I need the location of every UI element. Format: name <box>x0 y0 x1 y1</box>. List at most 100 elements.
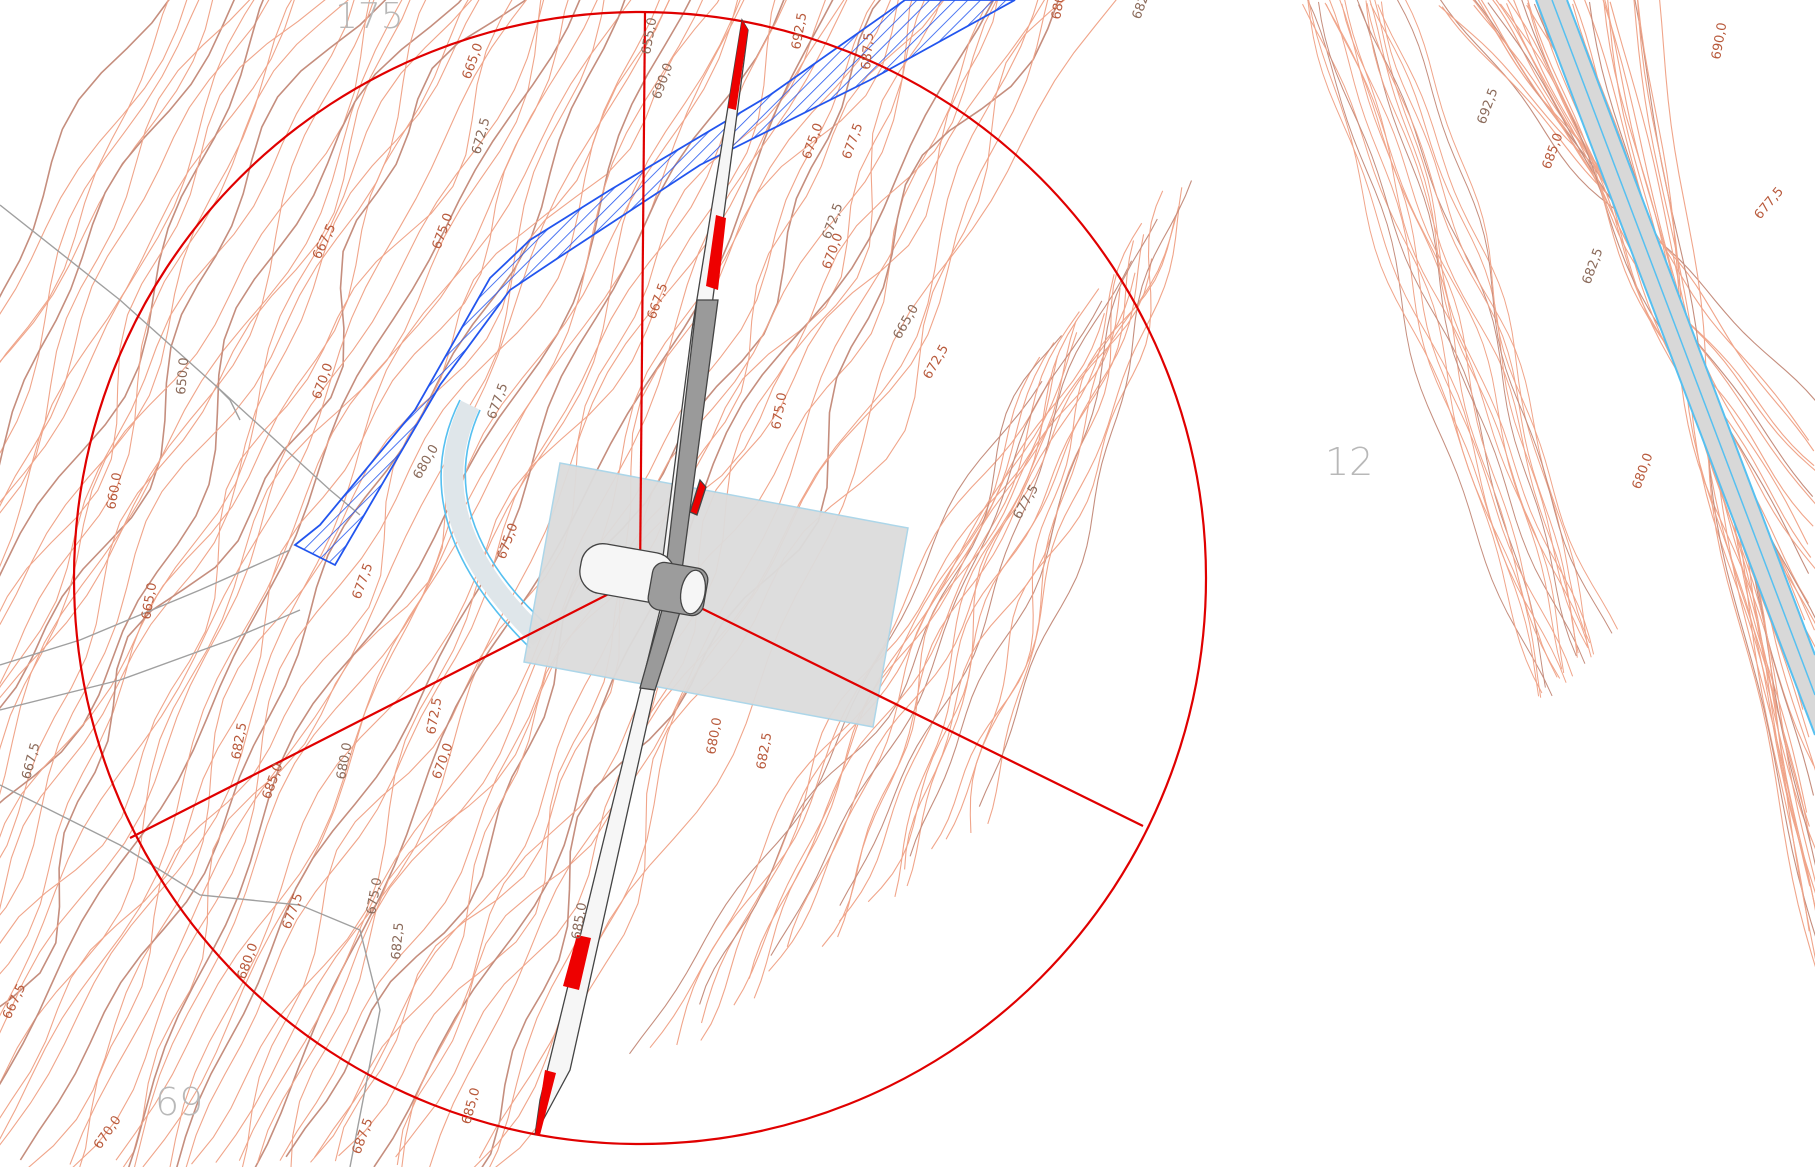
contour-line <box>0 0 326 613</box>
contour-elevation-label: 675,0 <box>769 391 790 430</box>
contour-elevation-label: 660,0 <box>104 471 125 510</box>
contour-elevation-label: 682,5 <box>229 721 250 760</box>
contour-elevation-label: 650,0 <box>174 357 192 395</box>
contour-line <box>906 234 1145 887</box>
crane-platform <box>523 462 909 728</box>
contour-line <box>1604 0 1815 850</box>
contour-line <box>215 0 845 1163</box>
contour-line <box>1356 0 1586 664</box>
contour-line <box>1344 0 1565 673</box>
contour-line <box>0 0 251 514</box>
rotor-swept-area <box>72 10 1208 1146</box>
contour-line <box>699 335 1063 1005</box>
contour-elevation-label: 680,0 <box>1049 0 1070 21</box>
contour-elevation-label: 682,5 <box>1130 0 1157 21</box>
contour-line <box>1358 4 1577 657</box>
contour-line <box>904 222 1143 870</box>
contour-elevation-label: 675,0 <box>364 876 385 915</box>
contour-line <box>0 0 411 859</box>
contour-line <box>987 187 1183 825</box>
contour-line <box>0 0 375 699</box>
contour-line <box>0 0 265 577</box>
contour-line <box>72 0 661 1167</box>
contour-line <box>0 0 293 626</box>
contour-line <box>1369 3 1589 649</box>
contour-line <box>0 0 387 710</box>
contour-line <box>0 0 270 507</box>
contour-elevation-label: 692,5 <box>789 11 810 50</box>
contour-elevation-label: 680,0 <box>1630 451 1657 491</box>
contour-line <box>786 288 1100 947</box>
contour-elevation-label: 675,0 <box>800 121 827 161</box>
contour-line <box>0 0 581 1086</box>
contour-line <box>768 313 1105 972</box>
contour-line <box>0 0 480 910</box>
contour-line <box>1307 0 1540 697</box>
contour-elevation-label: 680,0 <box>235 941 262 981</box>
contour-elevation-label: 677,5 <box>485 381 512 421</box>
contour-line <box>0 0 463 804</box>
contour-line <box>1405 0 1619 630</box>
parcel-boundaries <box>0 204 381 1167</box>
contour-line <box>945 206 1180 840</box>
contour-elevation-label: 667,5 <box>19 741 43 781</box>
highway <box>1535 0 1815 736</box>
contour-line <box>733 332 1078 1006</box>
contour-line <box>0 0 200 454</box>
access-road-curve <box>440 399 551 649</box>
contour-line <box>1302 3 1543 694</box>
contour-elevation-label: 672,5 <box>920 342 952 382</box>
contour-line <box>1477 0 1815 471</box>
contour-line <box>1369 0 1592 658</box>
contour-elevation-label: 690,0 <box>1709 21 1730 60</box>
contour-line <box>122 0 720 1167</box>
contour-elevation-label: 665,0 <box>460 41 487 81</box>
contour-line <box>0 0 598 1140</box>
contour-elevation-label: 687,5 <box>350 1116 377 1156</box>
contour-elevation-label: 675,0 <box>430 211 457 251</box>
contour-line <box>839 260 1133 906</box>
contour-line <box>1325 3 1558 678</box>
contour-line <box>0 0 473 838</box>
contour-elevation-label: 655,0 <box>639 16 660 55</box>
contour-line <box>629 380 1043 1055</box>
contour-elevation-label: 682,5 <box>754 731 775 770</box>
contour-elevation-label: 687,5 <box>859 32 877 70</box>
wind-turbine-plan-icon <box>534 18 749 1136</box>
contour-line <box>1318 1 1546 688</box>
contour-line <box>748 311 1080 979</box>
contour-line <box>821 287 1121 947</box>
contour-line <box>0 0 569 1119</box>
contour-line <box>133 0 704 1167</box>
contour-line <box>1341 3 1563 670</box>
contour-line <box>0 0 255 504</box>
contour-elevation-label: 682,5 <box>1580 246 1607 286</box>
contour-line <box>0 0 403 796</box>
contour-line <box>1366 3 1579 654</box>
contour-line <box>1307 0 1553 697</box>
contour-line <box>969 190 1164 834</box>
contour-elevation-label: 690,0 <box>650 61 677 101</box>
contour-elevation-label: 675,0 <box>495 521 522 561</box>
contour-line <box>867 258 1153 903</box>
contour-line <box>128 0 692 1167</box>
contour-line <box>1659 0 1815 968</box>
contour-line <box>837 274 1115 938</box>
contour-line <box>0 0 169 364</box>
contour-elevation-label: 665,0 <box>139 581 160 620</box>
contour-line <box>0 0 355 689</box>
contour-line <box>894 240 1135 898</box>
contour-line <box>0 0 545 1034</box>
contour-line <box>0 0 527 1008</box>
contour-elevation-label: 667,5 <box>645 281 672 321</box>
contour-line <box>1380 1 1588 646</box>
contour-line <box>909 218 1158 857</box>
contour-elevation-label: 692,5 <box>1475 86 1502 126</box>
contour-elevation-label: 685,0 <box>569 901 590 940</box>
contour-line <box>69 0 670 1165</box>
contour-line <box>770 300 1103 956</box>
contour-line <box>1308 0 1542 698</box>
contour-line <box>79 0 670 1167</box>
